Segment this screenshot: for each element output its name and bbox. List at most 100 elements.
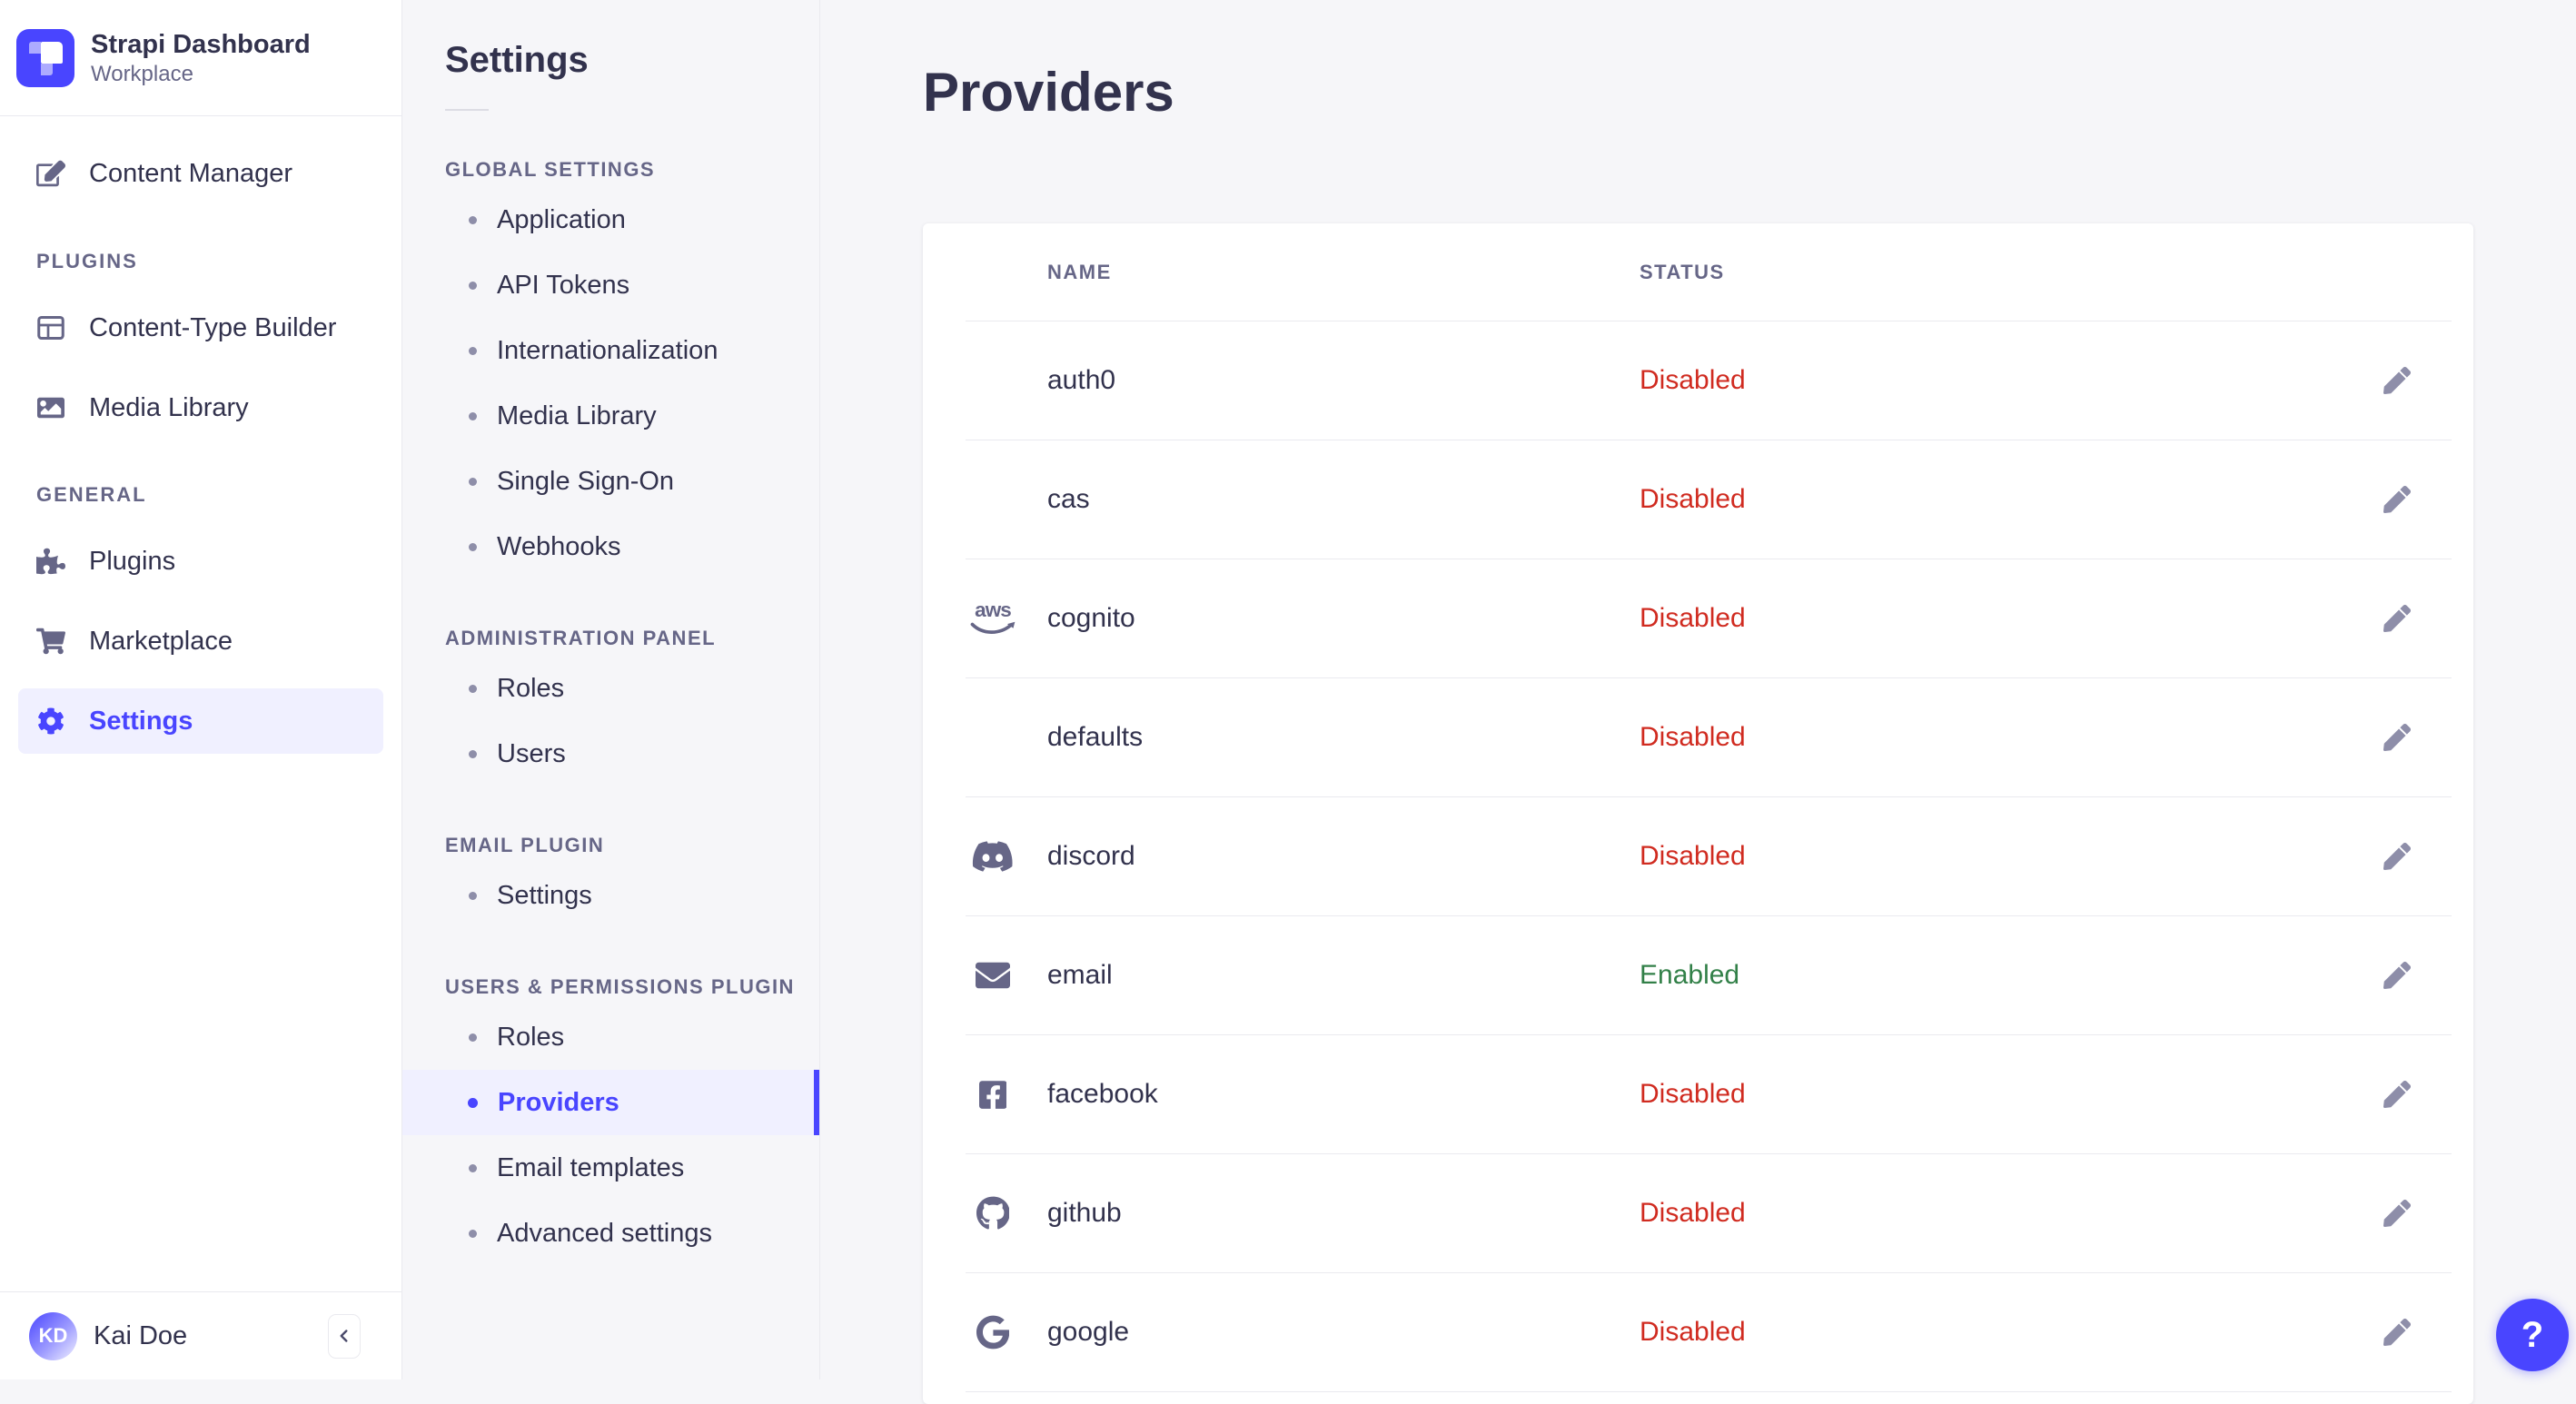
bullet-icon [469,749,477,758]
settings-item-label: Application [497,204,626,234]
bullet-icon [469,346,477,355]
sidebar-item-settings[interactable]: Settings [18,688,383,754]
settings-nav-title: Settings [445,40,589,80]
settings-item-email-templates[interactable]: Email templates [402,1135,819,1201]
marketplace-icon [36,627,65,656]
pencil-icon [2383,1081,2411,1108]
settings-item-users[interactable]: Users [402,721,819,786]
svg-text:aws: aws [975,598,1011,621]
pencil-icon [2383,843,2411,870]
discord-icon [966,839,1020,874]
main-content: Providers NAME STATUS auth0 Disabled cas Di… [820,0,2576,1404]
provider-name: cognito [1047,603,1135,633]
facebook-icon [966,1079,1020,1111]
edit-cell [2343,1073,2452,1116]
settings-item-application[interactable]: Application [402,187,819,252]
provider-status: Disabled [1640,365,1746,395]
table-row-google: google Disabled [966,1273,2452,1392]
sidebar-footer: KD Kai Doe [0,1291,401,1379]
provider-status: Disabled [1640,722,1746,752]
edit-provider-button[interactable] [2375,1073,2419,1116]
sidebar-item-plugins[interactable]: Plugins [0,529,401,594]
edit-provider-button[interactable] [2375,597,2419,640]
aws-icon: aws [966,598,1020,638]
edit-cell [2343,954,2452,997]
settings-item-label: Providers [498,1087,619,1117]
edit-cell [2343,359,2452,402]
sidebar-item-media-library[interactable]: Media Library [0,375,401,440]
table-header: NAME STATUS [966,223,2452,321]
edit-provider-button[interactable] [2375,716,2419,759]
table-row-defaults: defaults Disabled [966,678,2452,797]
settings-item-roles[interactable]: Roles [402,1004,819,1070]
provider-status: Disabled [1640,841,1746,871]
user-name: Kai Doe [94,1320,188,1350]
nav-item-label: Content-Type Builder [89,312,337,342]
edit-provider-button[interactable] [2375,478,2419,521]
question-mark-icon: ? [2521,1314,2544,1355]
edit-provider-button[interactable] [2375,835,2419,878]
provider-status: Disabled [1640,1198,1746,1228]
provider-status: Disabled [1640,1079,1746,1109]
sidebar-item-content-manager[interactable]: Content Manager [0,141,401,206]
provider-name: github [1047,1198,1122,1228]
help-button[interactable]: ? [2496,1299,2569,1371]
settings-item-label: Users [497,738,566,768]
edit-cell [2343,716,2452,759]
settings-section-label: EMAIL PLUGIN [445,834,605,856]
nav-item-label: Content Manager [89,158,293,188]
providers-card: NAME STATUS auth0 Disabled cas Disabled aws c… [923,223,2473,1404]
settings-item-single-sign-on[interactable]: Single Sign-On [402,449,819,514]
media-library-icon [36,393,65,422]
edit-provider-button[interactable] [2375,954,2419,997]
settings-section-users-permissions-plugin: USERS & PERMISSIONS PLUGIN Roles Providers… [402,975,819,1266]
providers-table-body: auth0 Disabled cas Disabled aws cognito Disabl… [966,321,2452,1392]
bullet-icon [469,281,477,290]
provider-name: email [1047,960,1113,990]
pencil-icon [2383,1319,2411,1346]
bullet-icon [469,477,477,486]
table-row-github: github Disabled [966,1154,2452,1273]
main-nav: Content Manager PLUGINS Content-Type Build… [0,116,401,1291]
workspace-header[interactable]: Strapi Dashboard Workplace [0,0,401,116]
edit-provider-button[interactable] [2375,1310,2419,1354]
chevron-left-icon [334,1326,354,1346]
settings-item-advanced-settings[interactable]: Advanced settings [402,1201,819,1266]
settings-section-label: ADMINISTRATION PANEL [445,627,717,649]
bullet-icon [469,542,477,551]
settings-item-providers[interactable]: Providers [402,1070,819,1135]
settings-item-roles[interactable]: Roles [402,656,819,721]
settings-item-internationalization[interactable]: Internationalization [402,318,819,383]
edit-cell [2343,835,2452,878]
settings-item-api-tokens[interactable]: API Tokens [402,252,819,318]
sidebar-item-content-type-builder[interactable]: Content-Type Builder [0,295,401,361]
pencil-icon [2383,367,2411,394]
edit-provider-button[interactable] [2375,359,2419,402]
edit-cell [2343,478,2452,521]
settings-item-label: Internationalization [497,335,718,365]
nav-section-label: PLUGINS [36,250,138,272]
edit-provider-button[interactable] [2375,1191,2419,1235]
provider-status: Disabled [1640,484,1746,514]
avatar[interactable]: KD [29,1311,77,1360]
github-icon [966,1196,1020,1231]
column-header-status: STATUS [1640,260,1725,283]
table-row-email: email Enabled [966,916,2452,1035]
title-divider [445,109,489,111]
settings-item-webhooks[interactable]: Webhooks [402,514,819,579]
settings-item-settings[interactable]: Settings [402,863,819,928]
sidebar-item-marketplace[interactable]: Marketplace [0,608,401,674]
collapse-sidebar-button[interactable] [328,1313,361,1359]
pencil-icon [2383,1200,2411,1227]
settings-item-media-library[interactable]: Media Library [402,383,819,449]
pencil-icon [2383,724,2411,751]
content-type-builder-icon [36,313,65,342]
settings-item-label: Roles [497,673,565,703]
settings-item-label: Advanced settings [497,1218,712,1248]
provider-name: defaults [1047,722,1144,752]
bullet-icon [469,891,477,900]
strapi-logo-icon [16,28,74,87]
email-icon [966,958,1020,993]
provider-name: cas [1047,484,1090,514]
settings-item-label: API Tokens [497,270,630,300]
